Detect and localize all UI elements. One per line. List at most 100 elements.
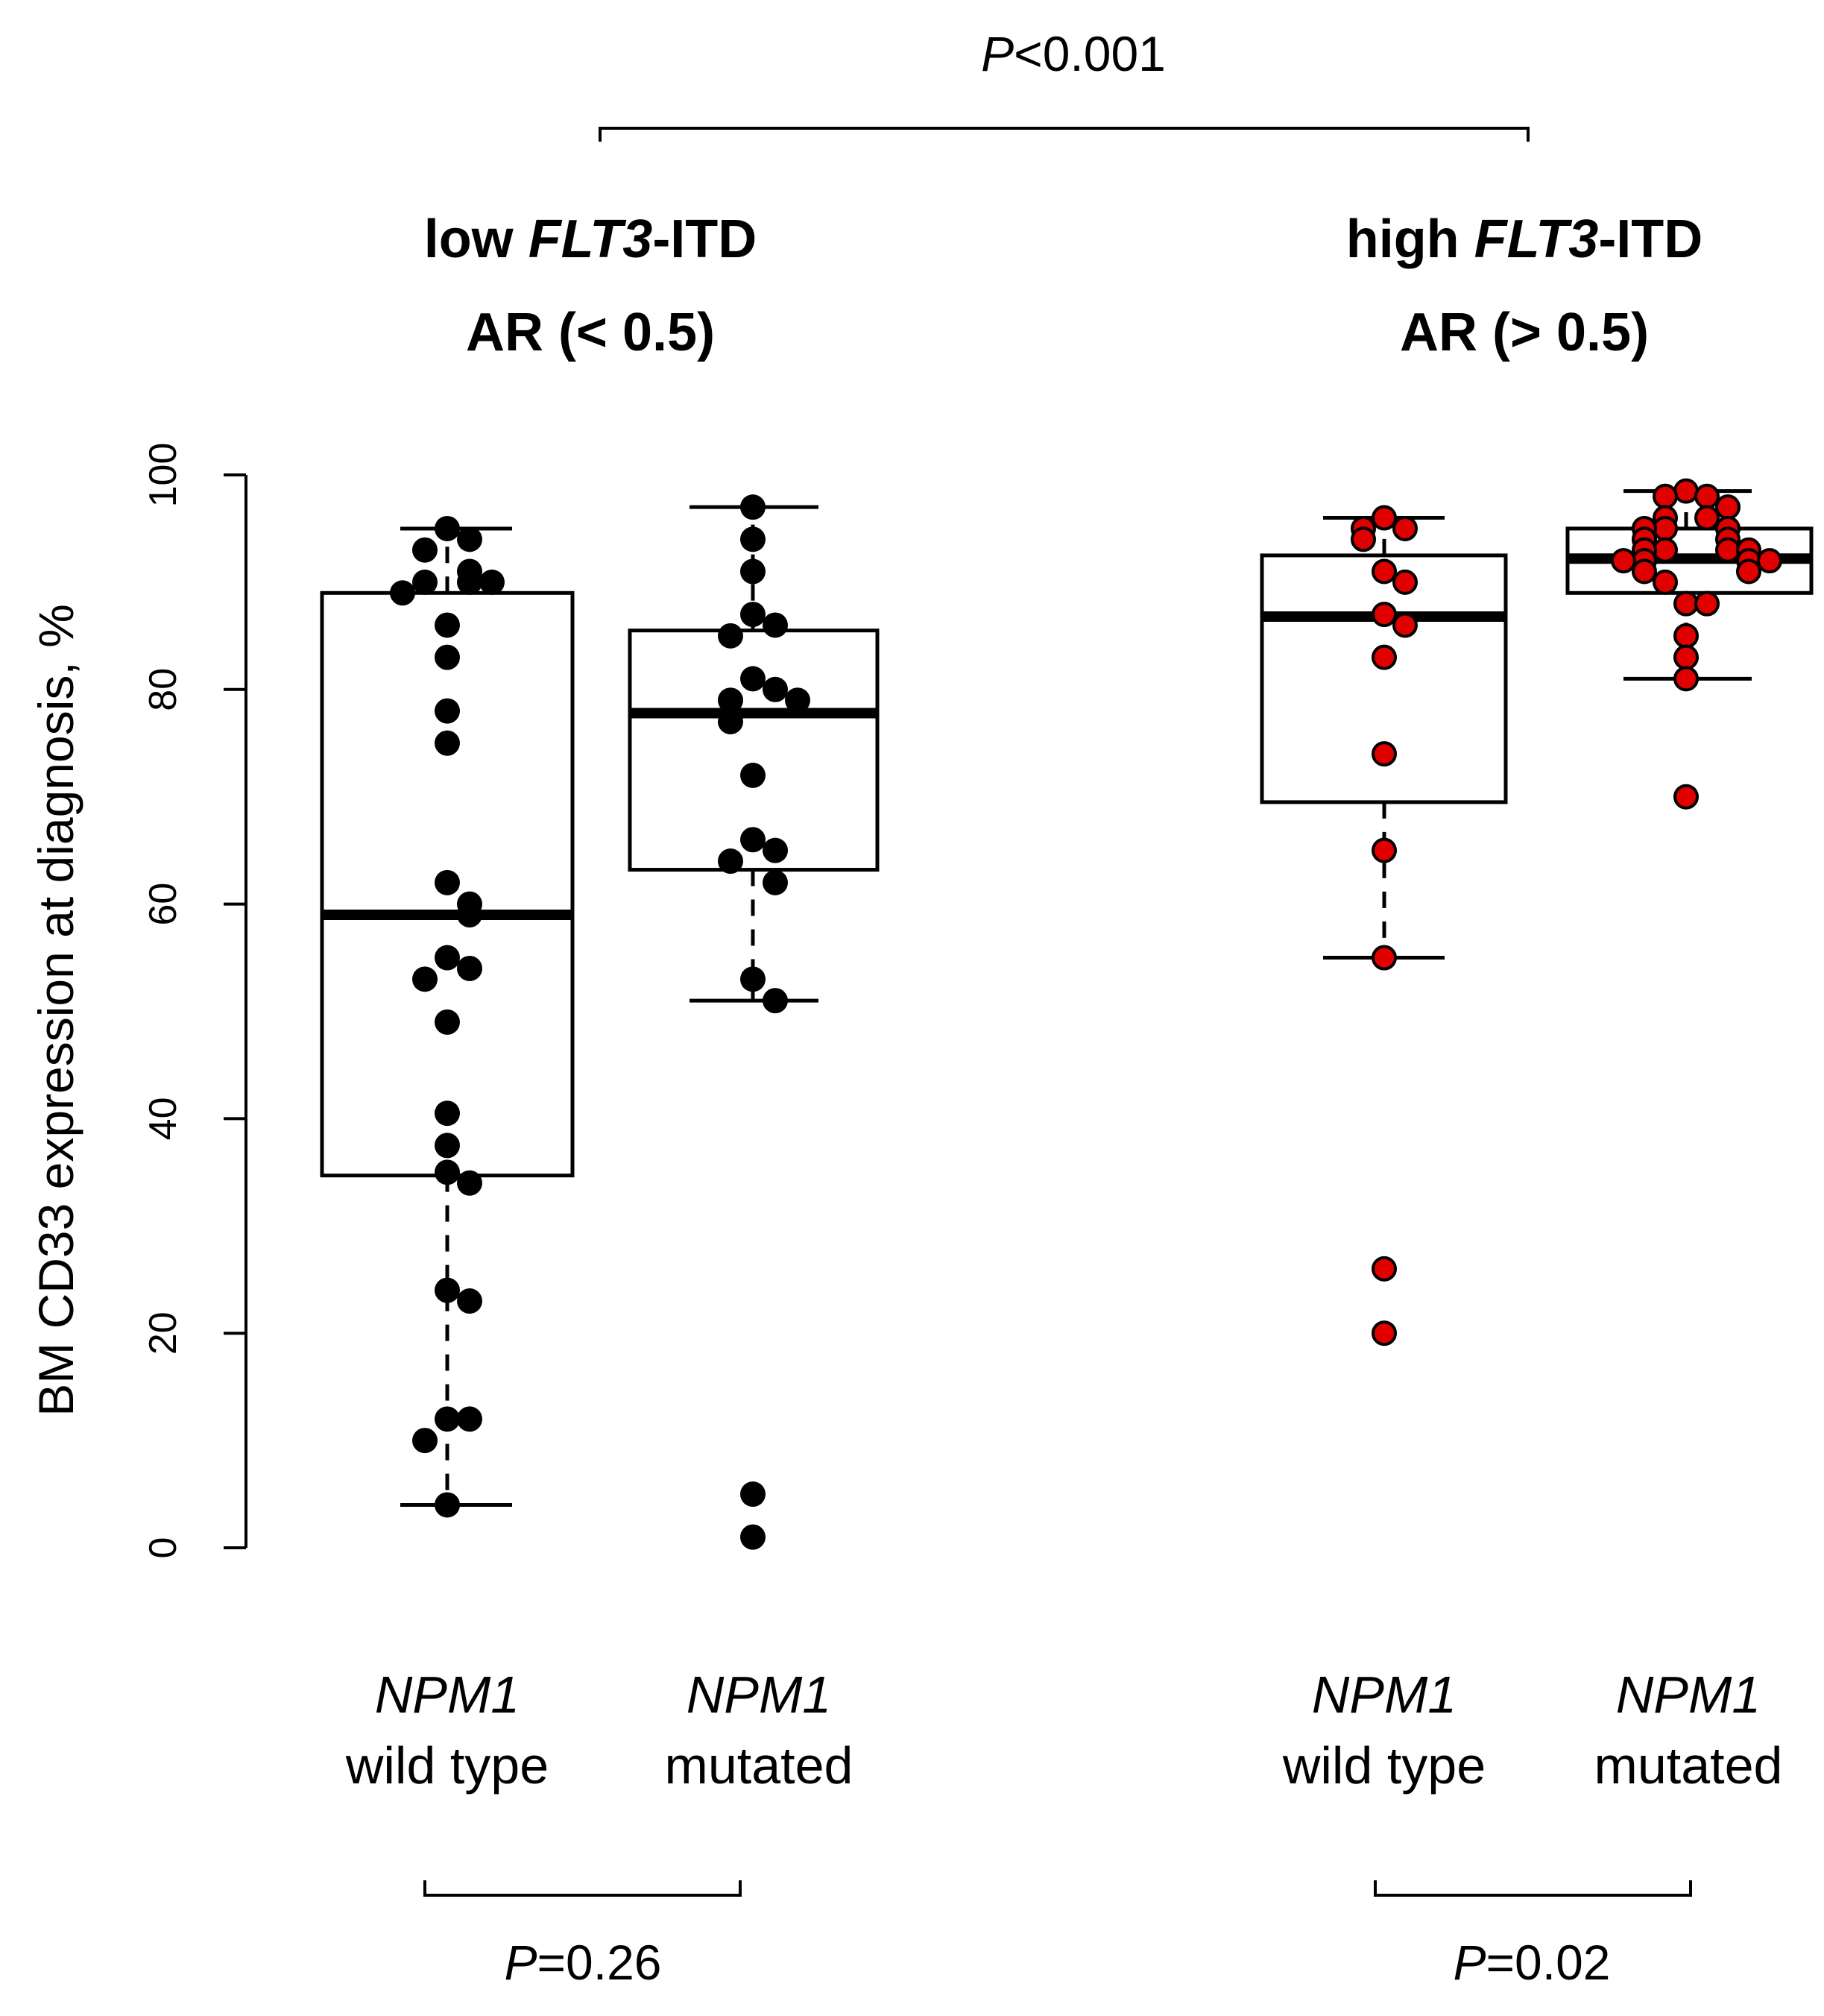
category-label-low-wild-type: wild type bbox=[345, 1736, 549, 1795]
category-label-low-mutated: mutated bbox=[665, 1736, 853, 1795]
overall-bracket bbox=[599, 127, 1530, 142]
data-point bbox=[785, 687, 810, 714]
data-point bbox=[1351, 526, 1376, 552]
high-group-bracket bbox=[1374, 1880, 1692, 1897]
category-label-low-wild-type-gene: NPM1 bbox=[375, 1666, 520, 1724]
data-point bbox=[435, 869, 460, 895]
y-tick-label-60: 60 bbox=[142, 883, 185, 926]
data-point bbox=[740, 494, 766, 520]
data-point bbox=[457, 1406, 482, 1432]
data-point bbox=[1715, 537, 1741, 563]
data-point bbox=[457, 955, 482, 981]
data-point bbox=[763, 612, 788, 638]
data-point bbox=[1673, 478, 1699, 504]
data-point bbox=[435, 1406, 460, 1432]
y-tick-label-0: 0 bbox=[142, 1537, 185, 1559]
data-point bbox=[1372, 644, 1397, 670]
data-point bbox=[1372, 558, 1397, 585]
data-point bbox=[763, 869, 788, 895]
data-point bbox=[412, 537, 438, 563]
data-point bbox=[718, 848, 743, 875]
data-point bbox=[740, 762, 766, 788]
data-point bbox=[1392, 515, 1418, 541]
low-group-p-value: P=0.26 bbox=[504, 1935, 661, 1990]
data-point bbox=[740, 526, 766, 552]
category-label-high-mutated-gene: NPM1 bbox=[1616, 1666, 1761, 1724]
data-point bbox=[479, 569, 505, 595]
category-label-high-mutated: mutated bbox=[1594, 1736, 1783, 1795]
data-point bbox=[1653, 483, 1678, 509]
data-point bbox=[1372, 505, 1397, 531]
data-point bbox=[718, 708, 743, 734]
data-point bbox=[457, 901, 482, 927]
y-tick-label-20: 20 bbox=[142, 1311, 185, 1355]
data-point bbox=[740, 602, 766, 628]
data-point bbox=[457, 569, 482, 595]
category-label-low-mutated-gene: NPM1 bbox=[687, 1666, 831, 1724]
data-point bbox=[740, 1524, 766, 1550]
data-point bbox=[740, 827, 766, 853]
low-group-bracket bbox=[423, 1880, 742, 1897]
data-point bbox=[435, 644, 460, 670]
data-point bbox=[435, 1133, 460, 1159]
data-point bbox=[1372, 741, 1397, 767]
data-point bbox=[740, 966, 766, 992]
box-low-mutated bbox=[628, 494, 880, 1550]
data-point bbox=[1372, 1256, 1397, 1282]
data-point bbox=[435, 1009, 460, 1035]
y-tick-label-80: 80 bbox=[142, 668, 185, 711]
data-point bbox=[435, 698, 460, 724]
data-point bbox=[435, 730, 460, 756]
low-group-comparison: P=0.26 bbox=[423, 1880, 742, 1990]
data-point bbox=[1611, 548, 1636, 574]
data-point bbox=[412, 569, 438, 595]
y-axis: 0 20 40 60 80 100 bbox=[142, 443, 247, 1559]
box-low-wild-type bbox=[320, 515, 575, 1518]
data-point bbox=[435, 945, 460, 971]
data-point bbox=[718, 623, 743, 649]
data-point bbox=[1392, 612, 1418, 638]
data-point bbox=[1673, 784, 1699, 810]
data-point bbox=[763, 676, 788, 702]
data-point bbox=[1653, 537, 1678, 563]
data-point bbox=[1372, 837, 1397, 863]
data-point bbox=[1673, 644, 1699, 670]
data-point bbox=[435, 612, 460, 638]
data-point bbox=[435, 1100, 460, 1127]
box-high-wild-type bbox=[1260, 505, 1508, 1346]
data-point bbox=[1715, 494, 1741, 520]
data-point bbox=[435, 1277, 460, 1303]
data-point bbox=[740, 558, 766, 585]
data-point bbox=[1372, 945, 1397, 971]
data-point bbox=[435, 1492, 460, 1518]
overall-comparison: P<0.001 bbox=[599, 26, 1530, 142]
data-point bbox=[1372, 1320, 1397, 1346]
group-header-low-line1: low FLT3-ITD bbox=[424, 210, 757, 269]
data-point bbox=[1673, 590, 1699, 617]
data-point bbox=[718, 687, 743, 714]
high-group-p-value: P=0.02 bbox=[1453, 1935, 1610, 1990]
data-point bbox=[1392, 569, 1418, 595]
data-point bbox=[435, 1159, 460, 1185]
group-header-high-line2: AR (> 0.5) bbox=[1400, 303, 1649, 362]
data-point bbox=[435, 515, 460, 541]
data-point bbox=[1694, 505, 1720, 531]
y-tick-label-40: 40 bbox=[142, 1097, 185, 1140]
data-point bbox=[1673, 623, 1699, 649]
data-point bbox=[1757, 548, 1782, 574]
data-point bbox=[457, 1170, 482, 1196]
data-point bbox=[1372, 602, 1397, 628]
data-point bbox=[457, 526, 482, 552]
data-point bbox=[412, 966, 438, 992]
data-point bbox=[1694, 483, 1720, 509]
plot-area bbox=[320, 478, 1814, 1550]
overall-p-value: P<0.001 bbox=[981, 26, 1166, 81]
iqr-box bbox=[628, 629, 880, 872]
box-high-mutated bbox=[1565, 478, 1814, 810]
data-point bbox=[763, 837, 788, 863]
data-point bbox=[1736, 558, 1761, 585]
data-point bbox=[1694, 590, 1720, 617]
data-point bbox=[390, 580, 415, 606]
category-label-high-wild-type: wild type bbox=[1282, 1736, 1486, 1795]
data-point bbox=[763, 988, 788, 1014]
